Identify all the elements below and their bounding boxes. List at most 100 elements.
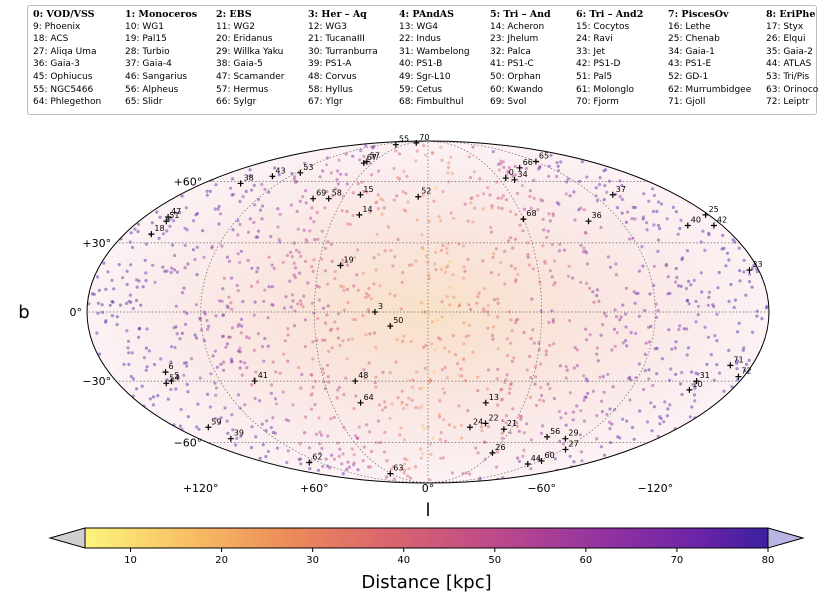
stream-marker: [511, 176, 518, 183]
star-point: [140, 384, 144, 388]
star-point: [241, 195, 245, 199]
star-point: [559, 160, 563, 164]
star-point: [760, 317, 764, 321]
star-point: [256, 280, 260, 284]
star-point: [110, 299, 114, 304]
star-point: [460, 374, 464, 378]
star-point: [555, 201, 560, 205]
star-point: [668, 291, 672, 295]
star-point: [674, 210, 679, 214]
star-point: [302, 294, 306, 298]
star-point: [273, 166, 277, 170]
stream-marker: [735, 373, 742, 380]
star-point: [328, 328, 332, 332]
star-point: [329, 242, 334, 247]
star-point: [344, 376, 348, 380]
stream-label: 72: [741, 367, 751, 376]
stream-marker: [746, 267, 753, 274]
star-point: [173, 211, 177, 215]
stream-marker: [532, 158, 539, 165]
star-point: [501, 194, 505, 198]
legend-entry: 37: Gaia-4: [125, 59, 172, 70]
star-point: [328, 466, 332, 470]
star-point: [663, 400, 667, 404]
star-point: [497, 206, 501, 210]
star-point: [298, 271, 302, 275]
star-point: [283, 339, 287, 343]
star-point: [443, 346, 447, 350]
star-point: [294, 248, 299, 252]
star-point: [732, 305, 736, 310]
star-point: [295, 209, 299, 214]
star-point: [440, 368, 444, 372]
star-point: [717, 371, 722, 375]
star-point: [662, 420, 666, 424]
star-point: [538, 165, 542, 170]
star-point: [442, 418, 446, 422]
star-point: [338, 447, 342, 451]
star-point: [673, 346, 677, 350]
legend-entry: 22: Indus: [399, 34, 441, 45]
star-point: [467, 323, 472, 327]
star-point: [350, 447, 354, 451]
star-point: [608, 427, 612, 431]
star-point: [249, 284, 253, 288]
star-point: [468, 472, 472, 476]
legend-entry: 23: Jhelum: [490, 34, 539, 45]
star-point: [415, 218, 419, 222]
star-point: [595, 288, 600, 292]
star-point: [373, 380, 377, 385]
star-point: [431, 151, 435, 155]
star-point: [185, 228, 189, 232]
star-point: [599, 445, 604, 449]
star-point: [610, 422, 614, 426]
star-point: [447, 423, 451, 427]
star-point: [256, 332, 260, 336]
star-point: [459, 367, 463, 371]
stream-marker: [163, 380, 170, 387]
stream-marker: [693, 378, 700, 385]
star-point: [572, 190, 576, 194]
star-point: [195, 211, 199, 216]
star-point: [90, 292, 94, 296]
star-point: [106, 270, 110, 274]
star-point: [362, 445, 366, 449]
star-point: [275, 402, 279, 406]
star-point: [506, 354, 510, 358]
star-point: [296, 227, 300, 231]
star-point: [226, 431, 230, 435]
star-point: [269, 234, 273, 239]
stream-marker: [251, 378, 258, 385]
stream-label: 50: [393, 316, 403, 325]
star-point: [178, 210, 182, 215]
star-point: [127, 362, 131, 366]
star-point: [318, 451, 322, 455]
star-point: [571, 410, 576, 414]
star-point: [407, 396, 411, 400]
star-point: [713, 334, 717, 338]
star-point: [225, 304, 229, 308]
star-point: [534, 365, 538, 369]
star-point: [110, 314, 114, 318]
star-point: [382, 206, 386, 210]
star-point: [504, 421, 508, 425]
star-point: [323, 246, 327, 250]
star-point: [346, 222, 350, 226]
star-point: [472, 170, 476, 174]
star-point: [367, 465, 371, 469]
star-point: [298, 299, 303, 303]
star-point: [338, 343, 342, 347]
star-point: [437, 336, 441, 340]
star-point: [538, 165, 542, 169]
star-point: [500, 397, 504, 401]
star-point: [573, 218, 577, 222]
stream-label: 54: [169, 373, 179, 382]
legend-entry: 50: Orphan: [490, 72, 541, 82]
star-point: [266, 316, 270, 320]
star-point: [228, 335, 232, 339]
star-point: [320, 257, 324, 261]
star-point: [528, 194, 532, 199]
star-point: [220, 299, 224, 303]
star-point: [557, 249, 562, 253]
star-point: [564, 365, 568, 369]
